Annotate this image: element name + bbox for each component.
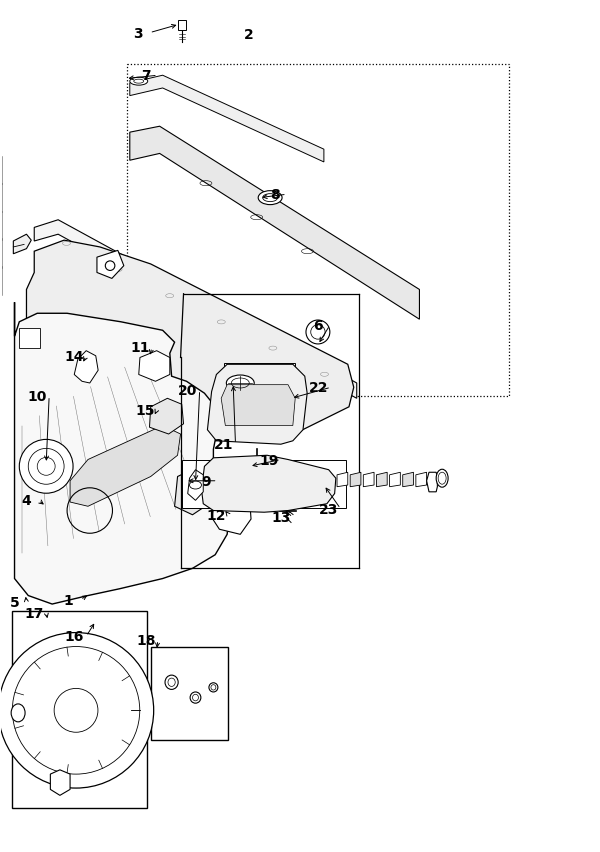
Ellipse shape — [436, 469, 448, 487]
Bar — [178, 21, 186, 32]
Polygon shape — [350, 473, 361, 487]
Polygon shape — [376, 473, 387, 487]
Polygon shape — [12, 611, 146, 809]
Text: 7: 7 — [141, 69, 151, 83]
Circle shape — [37, 458, 55, 475]
Text: 3: 3 — [133, 26, 142, 41]
Bar — [182, 460, 346, 509]
Polygon shape — [149, 399, 184, 435]
Text: 13: 13 — [271, 510, 290, 525]
Polygon shape — [389, 473, 400, 487]
Text: 6: 6 — [313, 319, 323, 333]
Polygon shape — [97, 251, 124, 279]
Text: 16: 16 — [65, 630, 84, 643]
Text: 10: 10 — [28, 389, 47, 403]
Circle shape — [19, 440, 73, 493]
Circle shape — [306, 320, 330, 344]
Text: 5: 5 — [10, 596, 19, 610]
Polygon shape — [221, 385, 295, 426]
Ellipse shape — [11, 704, 25, 722]
Text: 2: 2 — [244, 28, 254, 43]
Text: 20: 20 — [178, 383, 197, 397]
Text: 4: 4 — [22, 494, 31, 508]
Polygon shape — [208, 365, 307, 445]
Text: 9: 9 — [201, 475, 211, 488]
Polygon shape — [403, 473, 413, 487]
Text: 8: 8 — [270, 188, 280, 202]
Bar — [19, 328, 40, 348]
Polygon shape — [212, 486, 251, 535]
Text: 23: 23 — [319, 502, 338, 516]
Polygon shape — [70, 426, 181, 507]
Bar — [224, 363, 295, 394]
Polygon shape — [34, 221, 357, 399]
Polygon shape — [139, 351, 170, 382]
Polygon shape — [364, 473, 374, 487]
Ellipse shape — [226, 376, 254, 392]
Polygon shape — [14, 302, 230, 604]
Text: 22: 22 — [310, 381, 329, 394]
Text: 11: 11 — [130, 341, 149, 355]
Text: 14: 14 — [65, 349, 84, 363]
Polygon shape — [130, 127, 419, 320]
Polygon shape — [74, 351, 98, 383]
Ellipse shape — [130, 78, 148, 86]
Polygon shape — [127, 65, 509, 396]
Polygon shape — [13, 235, 31, 255]
Text: 1: 1 — [64, 593, 73, 607]
Circle shape — [106, 262, 115, 271]
Ellipse shape — [190, 692, 201, 704]
Polygon shape — [427, 473, 437, 492]
Ellipse shape — [258, 192, 282, 205]
Text: 12: 12 — [206, 508, 226, 522]
Polygon shape — [130, 76, 324, 163]
Polygon shape — [175, 464, 215, 515]
Polygon shape — [50, 770, 70, 796]
Polygon shape — [188, 470, 203, 501]
Ellipse shape — [165, 676, 178, 689]
Polygon shape — [416, 473, 427, 487]
Ellipse shape — [209, 683, 218, 692]
Polygon shape — [337, 473, 348, 487]
Polygon shape — [202, 456, 336, 513]
Polygon shape — [307, 368, 329, 375]
Circle shape — [0, 633, 154, 788]
Text: 17: 17 — [25, 606, 44, 619]
Text: 21: 21 — [214, 438, 233, 452]
Polygon shape — [26, 241, 354, 435]
Text: 15: 15 — [135, 404, 154, 417]
Text: 18: 18 — [136, 633, 155, 647]
Text: 19: 19 — [259, 453, 278, 467]
Polygon shape — [151, 647, 229, 740]
